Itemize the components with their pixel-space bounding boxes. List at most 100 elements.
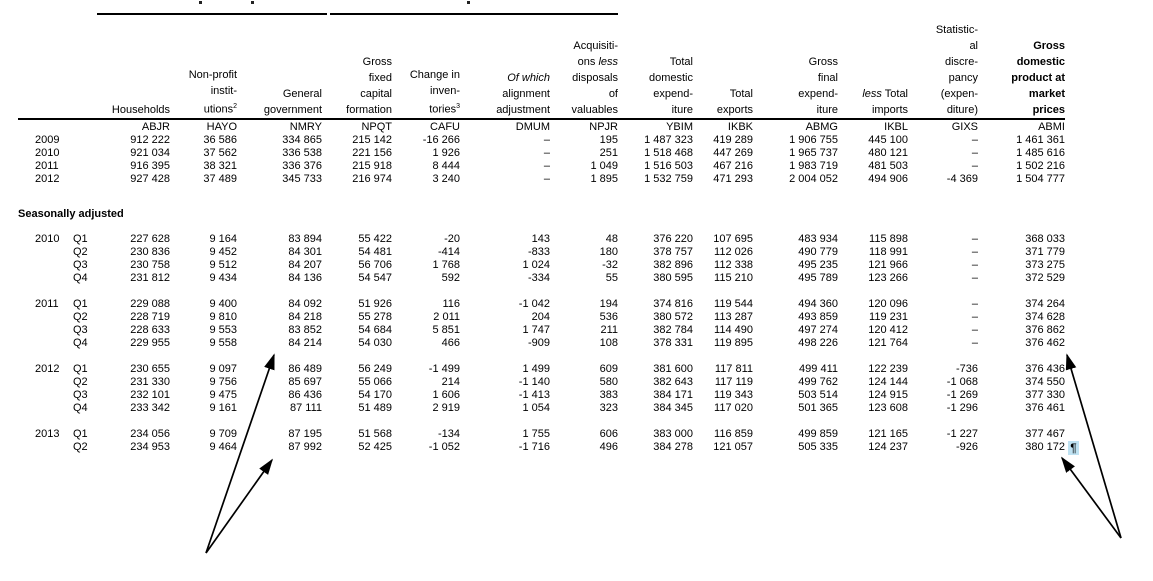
cell-ikbk: 117 020 bbox=[714, 402, 753, 414]
row-period: Q3 bbox=[73, 324, 88, 336]
cell-abmg: 495 235 bbox=[798, 259, 838, 271]
table-row: Q3 230 758 9 512 84 207 56 706 1 768 1 024 -32 3… bbox=[18, 259, 1065, 272]
cell-abmi: 377 467 bbox=[1025, 428, 1065, 440]
cell-cafu: -134 bbox=[437, 428, 460, 440]
cell-abjr: 230 655 bbox=[130, 363, 170, 375]
cell-abmg: 499 411 bbox=[799, 363, 838, 375]
table-row: Seasonally adjusted bbox=[18, 208, 1065, 221]
cell-ybim: 378 331 bbox=[653, 337, 693, 349]
cell-abmg: 499 859 bbox=[798, 428, 838, 440]
row-spacer bbox=[18, 350, 1065, 363]
series-code-ikbk: IKBK bbox=[727, 121, 753, 133]
cell-npqt: 54 481 bbox=[358, 246, 392, 258]
cell-abmg: 494 360 bbox=[798, 298, 838, 310]
pilcrow-mark: ¶ bbox=[1068, 441, 1079, 455]
row-period: 2010 bbox=[35, 147, 60, 159]
cell-ikbl: 115 898 bbox=[869, 233, 908, 245]
series-code-dmum: DMUM bbox=[515, 121, 550, 133]
cell-npjr: 609 bbox=[599, 363, 618, 375]
series-code-nmry: NMRY bbox=[289, 121, 322, 133]
table-row: 2012 Q1 230 655 9 097 86 489 56 249 -1 499 1 49… bbox=[18, 363, 1065, 376]
row-spacer bbox=[18, 285, 1065, 298]
cell-abjr: 231 330 bbox=[130, 376, 170, 388]
cell-abjr: 233 342 bbox=[130, 402, 170, 414]
cell-nmry: 86 489 bbox=[288, 363, 322, 375]
cell-hayo: 9 400 bbox=[209, 298, 237, 310]
column-header-period bbox=[18, 0, 95, 120]
cell-nmry: 84 136 bbox=[288, 272, 322, 284]
cell-abmi: 377 330 bbox=[1025, 389, 1065, 401]
table-row: Q2 230 836 9 452 84 301 54 481 -414 -833 180 378… bbox=[18, 246, 1065, 259]
row-period: 2009 bbox=[35, 134, 60, 146]
cell-ikbl: 121 764 bbox=[868, 337, 908, 349]
table-row: Q2 231 330 9 756 85 697 55 066 214 -1 140 580 38… bbox=[18, 376, 1065, 389]
cell-gixs: – bbox=[971, 160, 978, 172]
cell-hayo: 9 553 bbox=[209, 324, 237, 336]
cell-abjr: 228 633 bbox=[130, 324, 170, 336]
arrow-to-pilcrow-mark bbox=[1060, 456, 1122, 539]
cell-nmry: 336 538 bbox=[282, 147, 322, 159]
table-row: Q4 231 812 9 434 84 136 54 547 592 -334 55 380 5… bbox=[18, 272, 1065, 285]
cell-abmg: 499 762 bbox=[798, 376, 838, 388]
cell-dmum: – bbox=[543, 173, 550, 185]
cell-ikbl: 124 237 bbox=[868, 441, 908, 453]
cell-dmum: -1 716 bbox=[518, 441, 550, 453]
cell-npjr: 108 bbox=[599, 337, 618, 349]
cell-ikbk: 447 269 bbox=[713, 147, 753, 159]
cell-abjr: 927 428 bbox=[130, 173, 170, 185]
cell-ikbk: 114 490 bbox=[714, 324, 753, 336]
cell-ybim: 382 896 bbox=[653, 259, 693, 271]
cell-abmi: 1 485 616 bbox=[1016, 147, 1065, 159]
cell-hayo: 9 756 bbox=[209, 376, 237, 388]
row-period: Q3 bbox=[73, 389, 88, 401]
cell-abjr: 228 719 bbox=[130, 311, 170, 323]
cell-dmum: -1 042 bbox=[518, 298, 550, 310]
table-row: Q2 234 953 9 464 87 992 52 425 -1 052 -1 716 49… bbox=[18, 441, 1065, 454]
cell-gixs: -926 bbox=[955, 441, 978, 453]
cell-abmi: 373 275 bbox=[1025, 259, 1065, 271]
cell-ybim: 374 816 bbox=[653, 298, 693, 310]
cell-dmum: 204 bbox=[531, 311, 550, 323]
cell-abmi: 1 461 361 bbox=[1016, 134, 1065, 146]
cell-dmum: -909 bbox=[527, 337, 550, 349]
cell-npjr: 580 bbox=[599, 376, 618, 388]
cell-ybim: 384 171 bbox=[653, 389, 693, 401]
cell-npjr: 180 bbox=[599, 246, 618, 258]
table-header: Households Non-profit instit-utions2 Genera… bbox=[18, 0, 1065, 120]
cell-abmi: 376 436 bbox=[1025, 363, 1065, 375]
cell-ikbl: 494 906 bbox=[868, 173, 908, 185]
cell-abjr: 234 953 bbox=[130, 441, 170, 453]
cell-abmg: 2 004 052 bbox=[789, 173, 838, 185]
cell-ikbl: 124 915 bbox=[868, 389, 908, 401]
cell-ybim: 382 643 bbox=[653, 376, 693, 388]
cell-abjr: 234 056 bbox=[130, 428, 170, 440]
cell-hayo: 9 452 bbox=[209, 246, 237, 258]
cell-cafu: -1 499 bbox=[428, 363, 460, 375]
cell-abjr: 921 034 bbox=[130, 147, 170, 159]
cell-hayo: 9 097 bbox=[209, 363, 237, 375]
table-row: Q3 228 633 9 553 83 852 54 684 5 851 1 747 211 3… bbox=[18, 324, 1065, 337]
cell-ikbk: 121 057 bbox=[713, 441, 753, 453]
cell-abjr: 232 101 bbox=[130, 389, 170, 401]
cell-abmi: 1 504 777 bbox=[1016, 173, 1065, 185]
row-period: Q4 bbox=[73, 402, 88, 414]
series-code-abmi: ABMI bbox=[1038, 121, 1065, 133]
cell-cafu: 2 011 bbox=[433, 311, 460, 323]
cell-npqt: 54 547 bbox=[358, 272, 392, 284]
cell-abjr: 916 395 bbox=[130, 160, 170, 172]
row-period: 2010 Q1 bbox=[35, 233, 88, 245]
cell-npjr: 1 049 bbox=[590, 160, 618, 172]
cell-cafu: 8 444 bbox=[432, 160, 460, 172]
cell-ikbk: 119 343 bbox=[714, 389, 753, 401]
cell-abmi: 372 529 bbox=[1025, 272, 1065, 284]
cell-gixs: -1 269 bbox=[946, 389, 978, 401]
table-row: Q4 229 955 9 558 84 214 54 030 466 -909 108 378 … bbox=[18, 337, 1065, 350]
table-row: Q2 228 719 9 810 84 218 55 278 2 011 204 536 380… bbox=[18, 311, 1065, 324]
cell-hayo: 9 164 bbox=[209, 233, 237, 245]
cell-ybim: 383 000 bbox=[653, 428, 693, 440]
cell-abmi: 374 550 bbox=[1025, 376, 1065, 388]
cell-cafu: -16 266 bbox=[422, 134, 460, 146]
table-row: 2013 Q1 234 056 9 709 87 195 51 568 -134 1 755 6… bbox=[18, 428, 1065, 441]
series-code-hayo: HAYO bbox=[206, 121, 237, 133]
cell-ybim: 380 595 bbox=[653, 272, 693, 284]
